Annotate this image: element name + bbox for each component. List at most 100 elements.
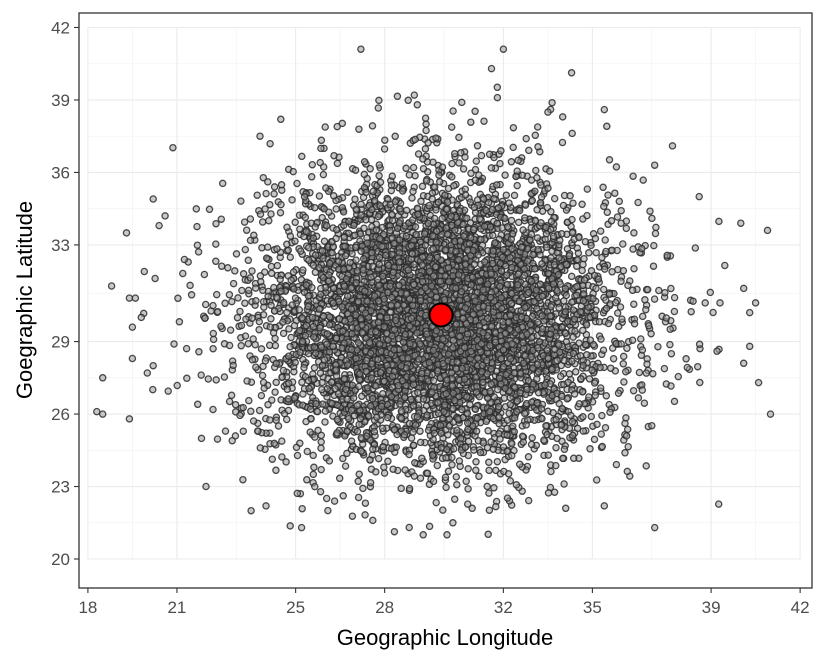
data-point [302, 417, 310, 426]
data-point [225, 397, 234, 406]
data-point [650, 295, 659, 303]
data-point [587, 412, 596, 421]
data-point [575, 400, 584, 408]
data-point [333, 159, 342, 168]
data-point [533, 174, 541, 182]
data-point [619, 240, 627, 248]
data-point [349, 394, 358, 402]
data-point [601, 236, 609, 244]
data-point [343, 188, 352, 196]
data-point [292, 443, 301, 452]
data-point [397, 407, 406, 415]
data-point [180, 255, 189, 264]
data-point [714, 500, 723, 508]
data-point [547, 467, 555, 476]
data-point [590, 435, 599, 444]
data-point [556, 372, 565, 381]
data-point [239, 475, 247, 484]
data-point [456, 332, 464, 341]
data-point [411, 223, 420, 231]
data-point [530, 265, 539, 273]
data-point [641, 296, 649, 304]
data-point [448, 159, 456, 168]
data-point [228, 297, 236, 306]
data-point [366, 478, 375, 487]
data-point [360, 158, 369, 166]
data-point [195, 348, 203, 356]
data-point [318, 378, 326, 387]
data-point [562, 260, 571, 269]
data-point [298, 152, 306, 161]
data-point [649, 262, 658, 270]
data-point [317, 444, 325, 452]
data-point [419, 155, 427, 163]
data-point [293, 451, 302, 460]
data-point [515, 297, 524, 305]
data-point [509, 143, 517, 152]
data-point [343, 449, 351, 458]
data-point [646, 207, 654, 215]
data-point [510, 191, 519, 200]
data-point [241, 299, 249, 307]
data-point [585, 375, 594, 383]
data-point [429, 158, 437, 166]
data-point [642, 305, 650, 314]
data-point [467, 118, 475, 126]
data-point [413, 204, 422, 212]
data-point [560, 356, 568, 365]
data-point [614, 389, 623, 397]
data-point [619, 352, 628, 361]
data-point [612, 163, 621, 171]
data-point [569, 199, 577, 207]
data-point [418, 454, 426, 463]
data-point [255, 325, 263, 334]
data-point [301, 213, 310, 222]
data-point [652, 223, 660, 232]
data-point [404, 96, 412, 105]
data-point [490, 393, 499, 401]
data-point [341, 242, 349, 251]
data-point [381, 136, 389, 144]
data-point [362, 367, 370, 376]
data-point [494, 403, 503, 411]
data-point [615, 322, 623, 331]
data-point [259, 286, 267, 295]
data-point [339, 492, 347, 500]
data-point [470, 446, 478, 454]
data-point [568, 129, 576, 138]
data-point [484, 530, 492, 539]
data-point [302, 227, 310, 236]
data-point [526, 320, 535, 329]
data-point [311, 433, 319, 441]
data-point [248, 356, 257, 364]
data-point [175, 318, 184, 326]
data-point [319, 170, 328, 179]
data-point [577, 375, 585, 383]
data-point [469, 225, 478, 234]
data-point [390, 426, 399, 434]
data-point [303, 476, 311, 484]
data-point [418, 182, 427, 191]
data-point [438, 163, 447, 171]
data-point [225, 341, 234, 350]
data-point [279, 298, 288, 307]
data-point [270, 190, 278, 198]
data-point [258, 371, 267, 380]
data-point [409, 163, 418, 172]
data-point [246, 274, 255, 282]
data-point [493, 83, 502, 92]
data-point [593, 420, 601, 429]
data-point [503, 416, 512, 424]
data-point [286, 253, 295, 261]
data-point [237, 197, 245, 205]
data-point [347, 437, 356, 445]
data-point [596, 384, 605, 392]
data-point [193, 400, 202, 409]
data-point [374, 355, 382, 364]
data-point [630, 319, 639, 328]
data-point [372, 468, 380, 476]
data-point [321, 418, 329, 426]
data-point [187, 291, 196, 299]
data-point [212, 290, 221, 299]
data-point [485, 466, 493, 475]
